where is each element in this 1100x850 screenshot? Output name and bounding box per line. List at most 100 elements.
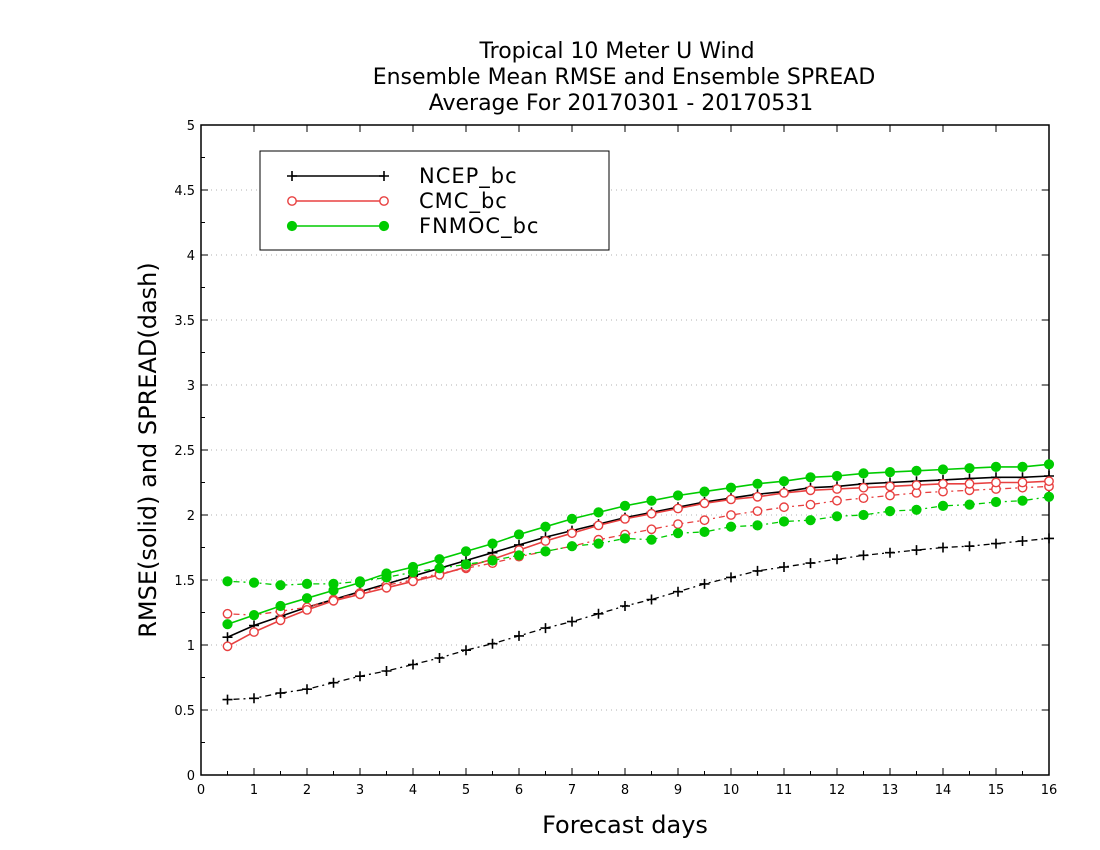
spread-point xyxy=(646,594,657,605)
rmse-point xyxy=(593,507,604,518)
spread-point xyxy=(778,516,790,527)
rmse-point xyxy=(884,467,896,478)
y-tick-label: 1.5 xyxy=(174,574,195,589)
rmse-point xyxy=(354,577,366,588)
legend-marker xyxy=(287,196,297,206)
spread-line-NCEP_bc xyxy=(227,537,1050,701)
rmse-point xyxy=(1017,477,1028,488)
rmse-point xyxy=(620,514,630,524)
spread-point xyxy=(673,519,683,529)
rmse-line-CMC_bc xyxy=(227,480,1050,648)
spread-point xyxy=(514,630,524,641)
x-axis-title: Forecast days xyxy=(542,811,708,839)
spread-point xyxy=(513,550,525,561)
spread-point xyxy=(699,526,710,538)
spread-point xyxy=(646,534,657,545)
y-tick-label: 3 xyxy=(187,379,195,394)
spread-point xyxy=(858,509,869,521)
rmse-point xyxy=(249,627,259,637)
spread-point xyxy=(222,608,233,619)
rmse-point xyxy=(991,477,1001,488)
rmse-point xyxy=(858,482,869,493)
x-tick-label: 10 xyxy=(723,783,740,798)
y-tick-label: 1 xyxy=(187,639,195,654)
rmse-point xyxy=(381,582,392,593)
x-axis: 0 1 2 3 4 5 6 7 8 9 10 11 12 13 14 15 16 xyxy=(197,125,1057,798)
spread-point xyxy=(619,533,631,544)
rmse-point xyxy=(1017,461,1028,472)
rmse-point xyxy=(487,538,498,549)
spread-point xyxy=(301,578,313,590)
rmse-point xyxy=(328,585,339,596)
x-tick-label: 2 xyxy=(303,783,311,798)
spread-point xyxy=(832,495,842,506)
spread-point xyxy=(885,547,895,558)
y-tick-label: 2 xyxy=(187,509,195,524)
spread-point xyxy=(832,554,842,565)
spread-point xyxy=(805,515,816,526)
spread-point xyxy=(487,638,498,649)
spread-point xyxy=(858,493,869,503)
y-tick-label: 3.5 xyxy=(174,314,195,329)
rmse-point xyxy=(434,554,445,565)
rmse-point xyxy=(832,484,842,494)
spread-point xyxy=(911,504,922,515)
rmse-point xyxy=(566,513,578,525)
spread-point xyxy=(460,559,472,570)
spread-point xyxy=(487,555,498,566)
x-tick-label: 9 xyxy=(674,783,682,798)
spread-point xyxy=(672,528,684,539)
rmse-point xyxy=(328,595,339,606)
spread-point xyxy=(725,521,737,532)
rmse-point xyxy=(778,476,790,487)
x-tick-label: 16 xyxy=(1041,783,1058,798)
rmse-point xyxy=(699,486,710,497)
legend-marker xyxy=(378,220,390,232)
legend-label-CMC_bc: CMC_bc xyxy=(419,189,508,214)
spread-point xyxy=(540,623,551,634)
rmse-point xyxy=(222,619,233,630)
rmse-point xyxy=(726,494,736,505)
x-tick-label: 3 xyxy=(356,783,364,798)
spread-point xyxy=(408,659,418,670)
spread-point xyxy=(885,490,895,501)
rmse-point xyxy=(911,465,922,476)
y-tick-label: 2.5 xyxy=(174,444,195,459)
rmse-point xyxy=(937,464,949,475)
spread-point xyxy=(302,684,312,695)
spread-point xyxy=(540,546,551,557)
rmse-point xyxy=(938,478,948,489)
series-FNMOC_bc xyxy=(222,459,1055,630)
spread-line-FNMOC_bc xyxy=(227,496,1050,586)
rmse-point xyxy=(911,480,922,490)
spread-point xyxy=(911,545,922,556)
spread-point xyxy=(805,499,816,510)
chart-title: Tropical 10 Meter U Wind Ensemble Mean R… xyxy=(373,39,876,116)
legend-marker xyxy=(379,171,389,181)
rmse-point xyxy=(567,528,577,539)
spread-point xyxy=(673,586,683,597)
spread-point xyxy=(990,496,1002,508)
y-tick-label: 0 xyxy=(187,769,195,784)
spread-point xyxy=(355,671,365,682)
spread-point xyxy=(1044,533,1054,544)
title-line-3: Average For 20170301 - 20170531 xyxy=(429,91,814,116)
rmse-point xyxy=(301,593,313,604)
spread-point xyxy=(222,694,233,705)
rmse-point xyxy=(646,495,657,506)
spread-point xyxy=(699,578,710,589)
spread-point xyxy=(991,538,1001,549)
spread-point xyxy=(566,541,578,552)
rmse-point xyxy=(275,615,286,626)
rmse-point xyxy=(355,589,365,600)
spread-point xyxy=(964,499,975,510)
grid xyxy=(201,189,1049,711)
rmse-point xyxy=(275,600,286,612)
rmse-point xyxy=(964,463,975,474)
rmse-point xyxy=(646,508,657,519)
rmse-point xyxy=(222,641,233,652)
rmse-line-NCEP_bc xyxy=(227,475,1050,638)
legend-marker xyxy=(287,171,297,181)
rmse-point xyxy=(460,546,472,557)
